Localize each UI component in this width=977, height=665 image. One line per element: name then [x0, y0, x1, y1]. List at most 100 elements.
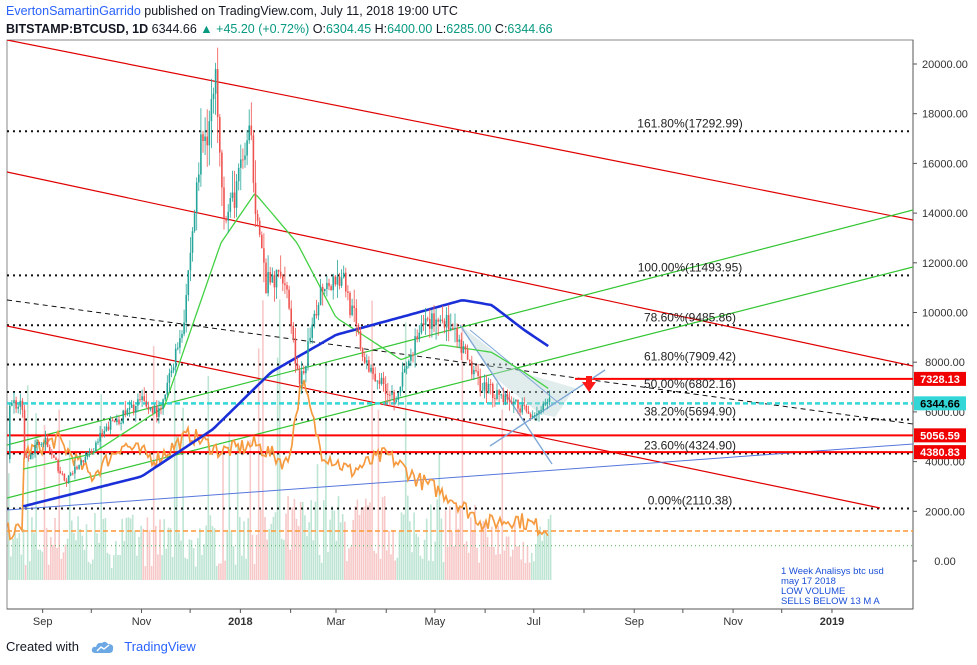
- volume-bar: [411, 552, 413, 580]
- candle-body: [198, 174, 200, 183]
- candle-body: [141, 396, 143, 401]
- candle-body: [504, 394, 507, 403]
- candle-body: [544, 403, 547, 405]
- candle-body: [473, 369, 475, 375]
- falling-wedge-shade: [460, 325, 575, 417]
- chart-publish-info: EvertonSamartinGarrido published on Trad…: [6, 4, 458, 18]
- volume-bar: [87, 561, 90, 580]
- volume-bar: [56, 547, 58, 580]
- volume-bar: [470, 517, 472, 580]
- volume-bar: [369, 502, 371, 580]
- volume-bar: [186, 558, 189, 580]
- volume-bar: [434, 541, 436, 580]
- candle-body: [414, 336, 416, 355]
- volume-bar: [304, 515, 306, 580]
- volume-bar: [29, 561, 31, 580]
- candle-body: [351, 305, 353, 316]
- y-tick-label: 20000.00: [922, 59, 968, 71]
- volume-bar: [312, 540, 315, 580]
- volume-bar: [251, 534, 254, 580]
- volume-bar: [545, 533, 548, 580]
- volume-bar: [299, 502, 302, 580]
- candle-body: [273, 274, 276, 288]
- candle-body: [481, 390, 484, 392]
- candle-body: [534, 415, 536, 417]
- volume-bar: [350, 546, 352, 580]
- volume-bar: [530, 552, 533, 580]
- volume-bar: [415, 533, 417, 580]
- y-tick-label: 12000.00: [922, 258, 968, 270]
- volume-bar: [337, 496, 340, 580]
- volume-bar: [289, 549, 291, 580]
- tradingview-brand-link[interactable]: TradingView: [124, 639, 196, 654]
- volume-bar: [459, 505, 462, 580]
- blue-trend-line: [7, 443, 913, 511]
- candle-body: [229, 198, 232, 212]
- candle-body: [74, 466, 76, 474]
- candle-body: [271, 274, 274, 283]
- fib-level-label: 0.00%(2110.38): [648, 494, 733, 508]
- candle-body: [305, 365, 307, 374]
- candle-body: [485, 382, 488, 394]
- volume-bar: [442, 562, 445, 580]
- volume-bar: [194, 566, 197, 580]
- volume-bar: [230, 530, 233, 580]
- candle-body: [496, 390, 498, 400]
- candle-body: [510, 401, 513, 404]
- volume-bar: [262, 300, 264, 580]
- volume-bar: [501, 409, 504, 580]
- volume-bar: [505, 536, 508, 580]
- candle-body: [40, 444, 43, 446]
- author-link[interactable]: EvertonSamartinGarrido: [6, 4, 141, 18]
- candle-body: [422, 323, 425, 326]
- volume-bar: [339, 522, 342, 580]
- candle-body: [227, 211, 229, 221]
- candle-body: [538, 410, 540, 414]
- x-tick-label: Nov: [132, 616, 152, 628]
- candle-body: [109, 420, 112, 430]
- candle-body: [114, 421, 116, 423]
- candle-body: [269, 272, 271, 283]
- volume-bar: [497, 525, 499, 580]
- volume-bar: [148, 530, 151, 580]
- candle-body: [372, 367, 374, 374]
- volume-bar: [373, 550, 375, 580]
- symbol-name: BITSTAMP:BTCUSD, 1D: [6, 22, 149, 36]
- candle-body: [395, 400, 397, 402]
- candle-body: [221, 152, 223, 188]
- candle-body: [69, 473, 72, 476]
- candle-body: [183, 322, 185, 334]
- volume-bar: [146, 517, 149, 580]
- x-tick-label: Sep: [624, 616, 644, 628]
- candle-body: [517, 399, 519, 409]
- candle-body: [32, 453, 34, 455]
- fib-level-label: 161.80%(17292.99): [637, 116, 742, 130]
- volume-bar: [346, 561, 348, 580]
- volume-bar: [390, 554, 392, 580]
- candle-body: [454, 327, 456, 329]
- candle-body: [309, 337, 311, 342]
- volume-bar: [278, 299, 281, 580]
- volume-bar: [192, 548, 195, 580]
- candle-body: [214, 69, 217, 94]
- volume-bar: [547, 518, 550, 580]
- candle-body: [477, 371, 479, 376]
- candle-body: [298, 369, 301, 384]
- volume-bar: [224, 560, 226, 580]
- candle-body: [76, 466, 78, 469]
- candle-body: [179, 338, 181, 348]
- candle-body: [111, 420, 114, 422]
- candle-body: [55, 457, 57, 461]
- candle-body: [11, 403, 13, 406]
- volume-bar: [528, 562, 531, 580]
- volume-bar: [484, 523, 487, 580]
- candle-body: [445, 314, 448, 328]
- volume-bar: [455, 502, 457, 580]
- volume-bar: [68, 440, 71, 580]
- candle-body: [30, 454, 32, 459]
- candle-body: [145, 400, 148, 407]
- volume-bar: [125, 517, 128, 580]
- volume-bar: [209, 515, 212, 580]
- candle-body: [324, 288, 326, 292]
